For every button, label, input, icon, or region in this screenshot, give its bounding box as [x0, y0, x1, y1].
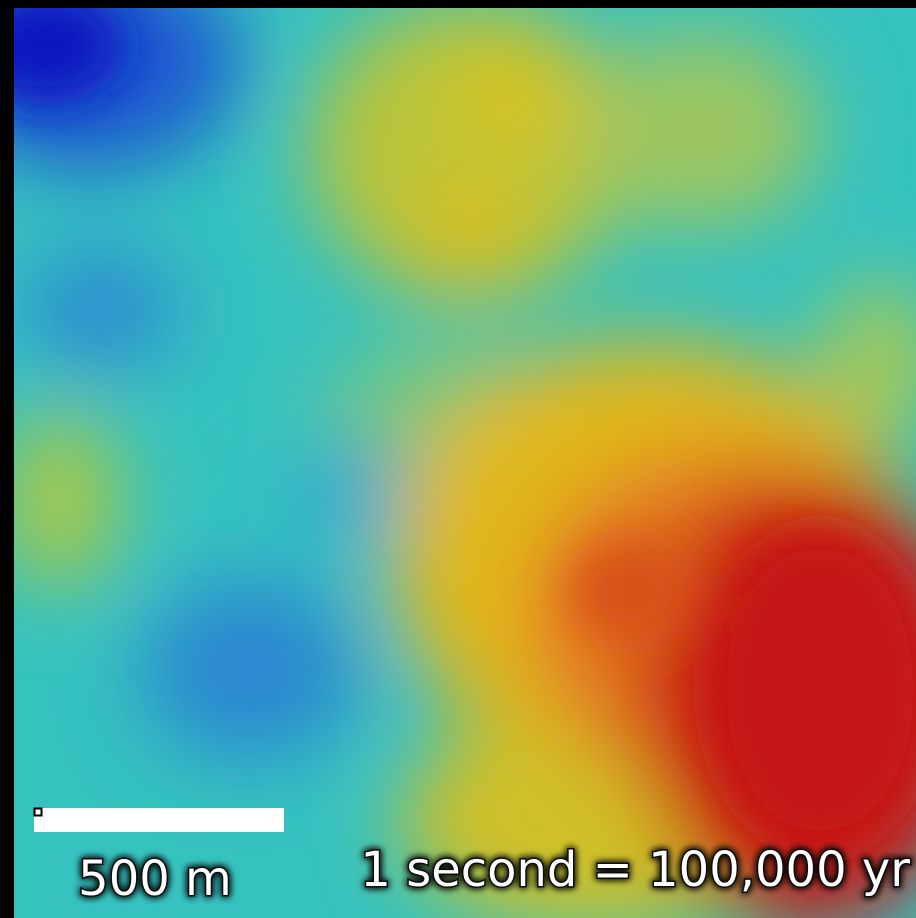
time-scale-label: 1 second = 100,000 yr — [360, 842, 910, 898]
scale-bar-label: 500 m — [78, 851, 232, 907]
scale-bar-marker — [33, 807, 43, 817]
scale-bar — [34, 808, 284, 832]
